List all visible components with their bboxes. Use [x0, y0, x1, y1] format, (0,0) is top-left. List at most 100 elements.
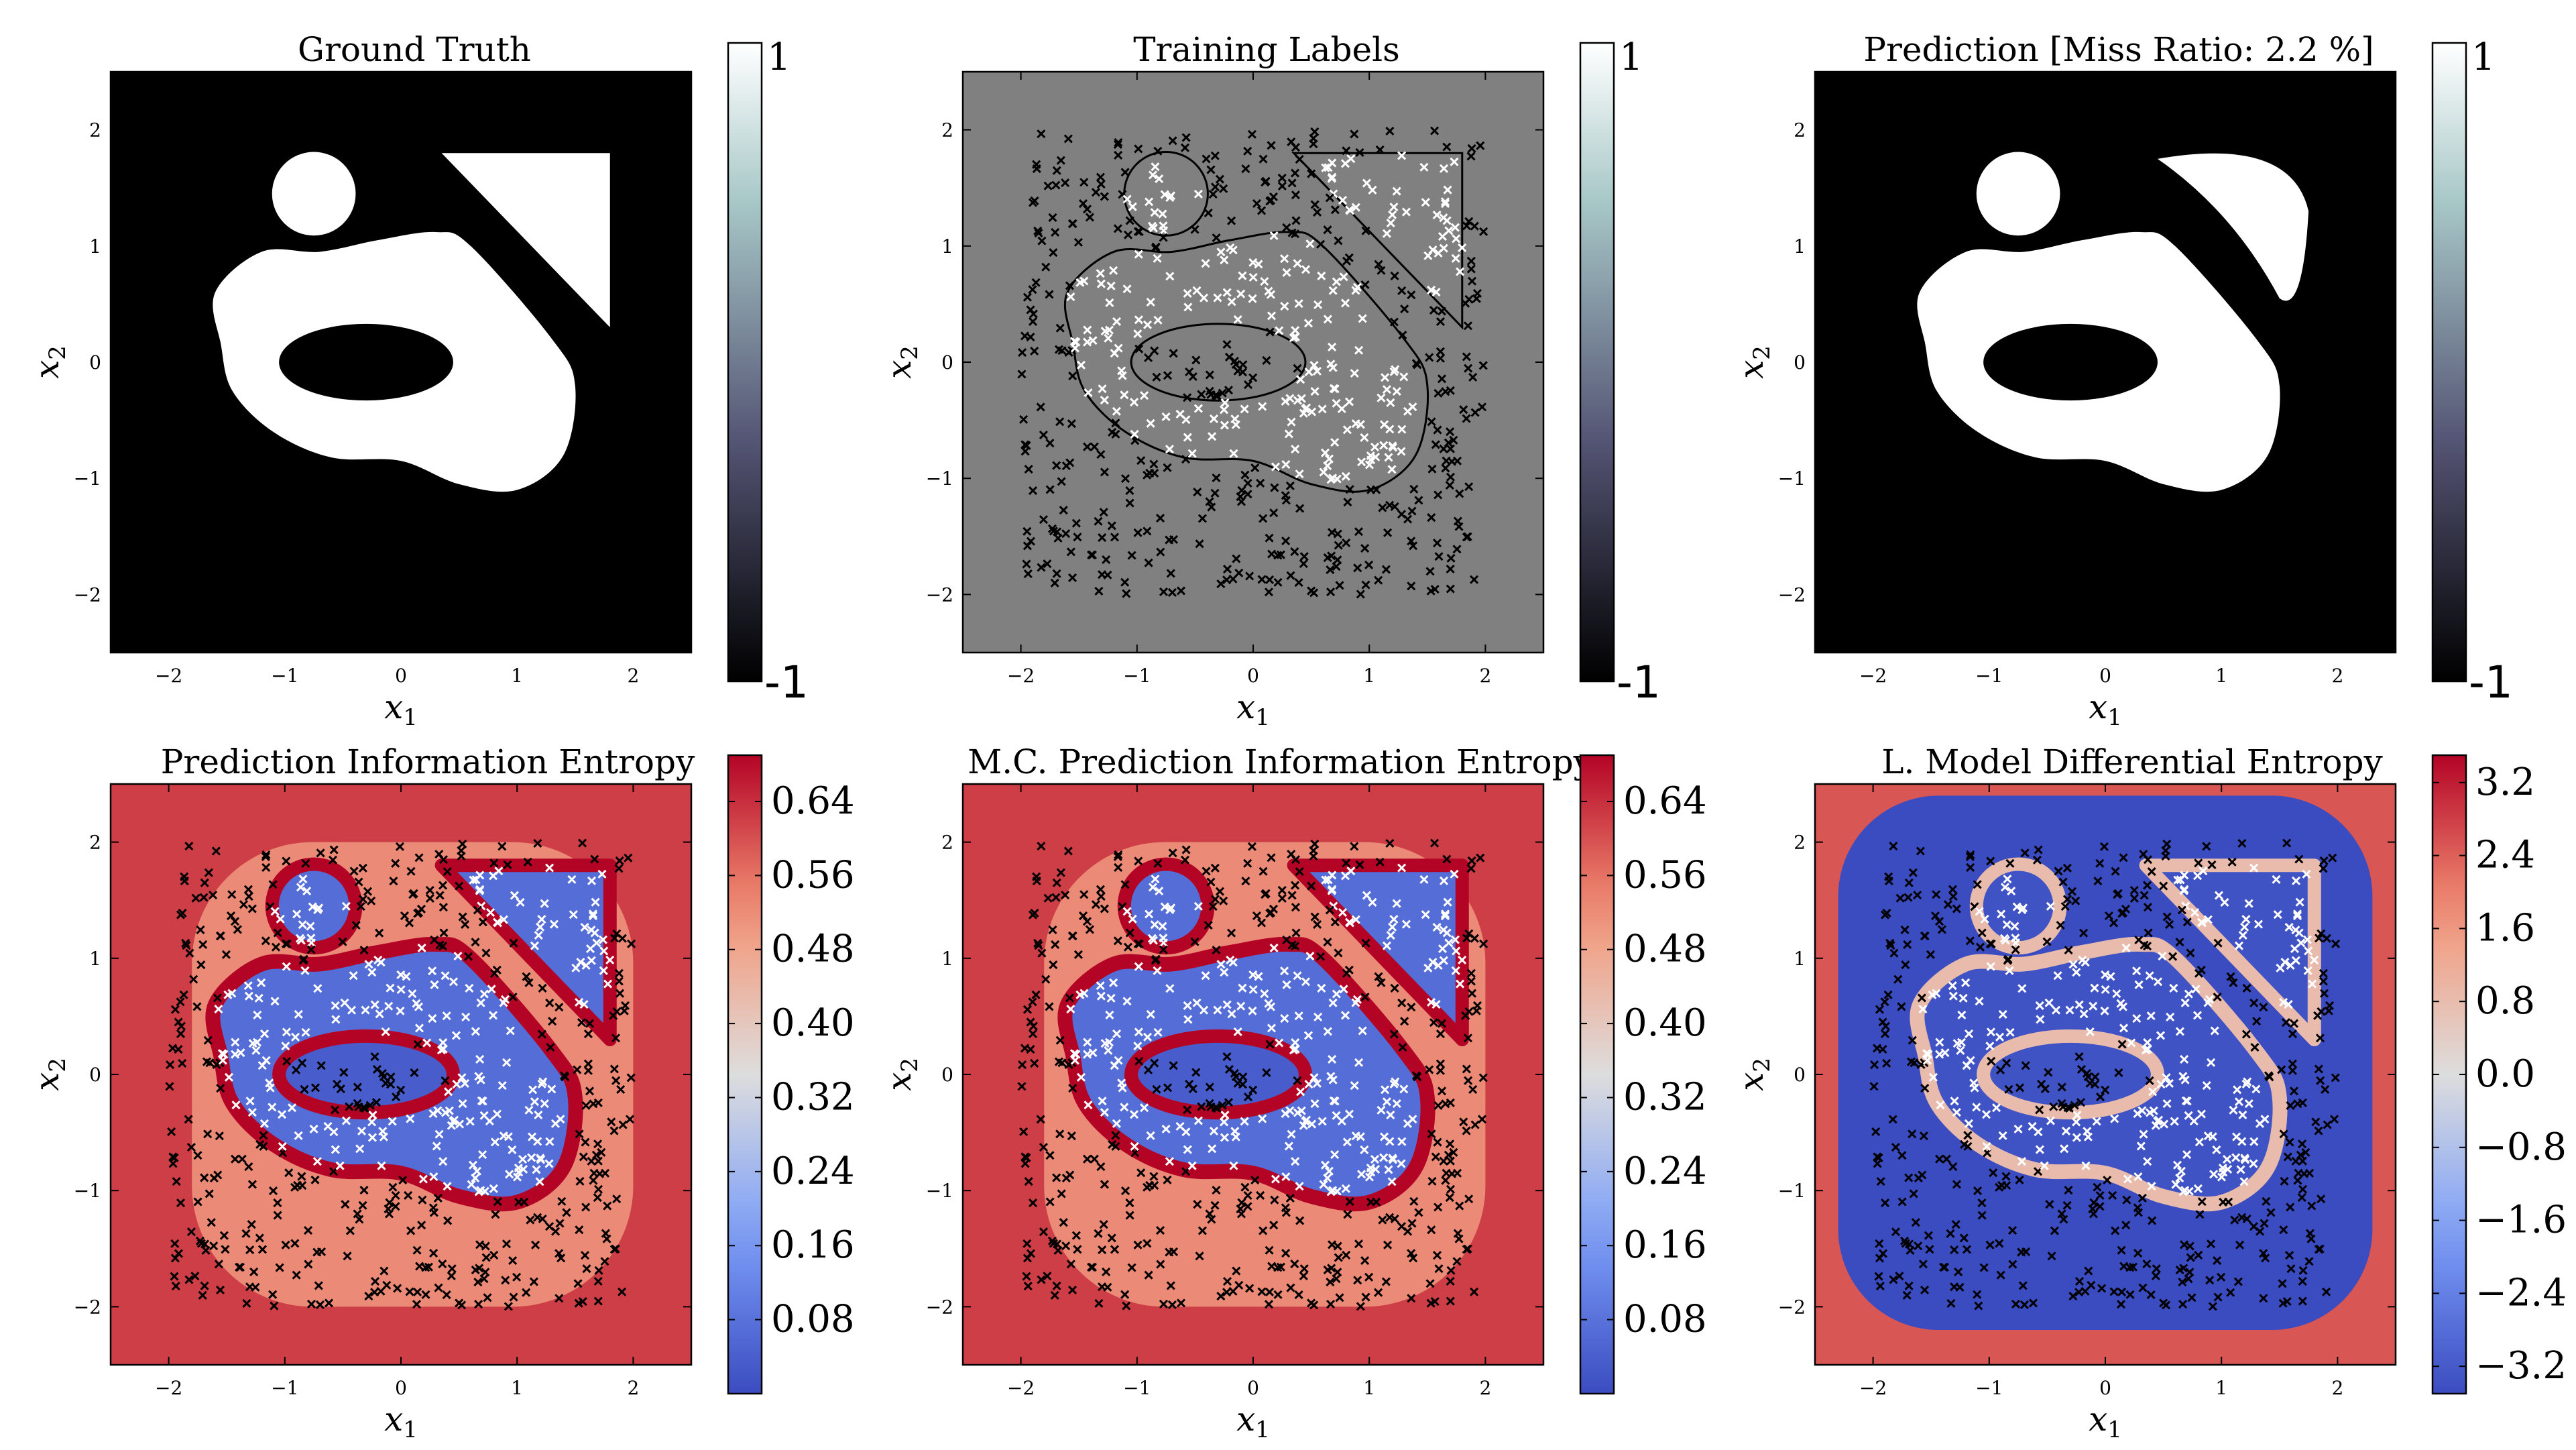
point-neg [1019, 414, 1029, 424]
colorbar-tick-label: 0.08 [1623, 1298, 1707, 1341]
y-tick-label: 1 [89, 235, 101, 258]
y-tick-label: −1 [926, 467, 953, 490]
chart-title: M.C. Prediction Information Entropy [968, 742, 1593, 781]
point-pos [1382, 229, 1391, 238]
point-pos [1284, 1141, 1293, 1151]
point-neg [2162, 1300, 2171, 1310]
point-pos [1233, 1027, 1242, 1036]
point-neg [1344, 965, 1354, 974]
point-neg [1051, 180, 1061, 190]
point-neg [2289, 1086, 2299, 1096]
point-pos [1201, 971, 1210, 981]
point-neg [370, 1276, 380, 1286]
point-neg [2178, 1300, 2188, 1309]
point-pos [1332, 1111, 1341, 1120]
point-pos [2175, 1027, 2184, 1036]
point-pos [1294, 299, 1303, 309]
point-neg [1434, 552, 1444, 561]
point-neg [473, 905, 482, 915]
colorbar-min-label: -1 [1617, 657, 1661, 708]
point-pos [1338, 196, 1348, 205]
point-neg [2057, 1209, 2066, 1219]
point-neg [2229, 978, 2238, 987]
point-neg [1914, 1241, 1923, 1251]
point-neg [441, 1076, 450, 1085]
point-neg [1429, 1018, 1439, 1027]
point-pos [1155, 174, 1164, 184]
point-neg [2015, 1083, 2025, 1093]
point-neg [1345, 1197, 1354, 1207]
point-pos [1165, 1157, 1174, 1166]
point-neg [2178, 1278, 2187, 1287]
point-neg [1045, 1002, 1054, 1011]
point-neg [1037, 842, 1046, 851]
point-pos [1443, 185, 1452, 194]
point-neg [1446, 1296, 1455, 1306]
point-neg [1090, 442, 1099, 451]
point-neg [1377, 978, 1386, 987]
point-neg [2306, 1234, 2316, 1243]
point-neg [1937, 925, 1946, 934]
point-neg [2329, 1115, 2339, 1124]
point-pos [1318, 404, 1327, 414]
point-pos [1950, 1097, 1959, 1106]
point-neg [1219, 896, 1228, 905]
point-pos [2164, 1078, 2174, 1089]
point-neg [1342, 858, 1351, 868]
point-pos [1096, 991, 1106, 1001]
point-neg [1902, 1290, 1912, 1300]
point-neg [581, 1137, 590, 1147]
point-pos [2238, 930, 2247, 940]
point-neg [297, 1172, 306, 1181]
point-neg [1094, 516, 1103, 526]
point-pos [1248, 1006, 1257, 1015]
point-neg [221, 950, 231, 959]
point-neg [1136, 456, 1146, 465]
point-neg [271, 942, 281, 952]
point-pos [2007, 887, 2016, 896]
point-neg [338, 937, 347, 946]
point-neg [1996, 1065, 2005, 1074]
point-pos [2017, 1157, 2026, 1166]
point-pos [1187, 449, 1197, 458]
point-neg [2197, 965, 2206, 974]
point-neg [1290, 1260, 1299, 1269]
colorbar-min-label: -1 [764, 657, 809, 708]
point-neg [1191, 1068, 1201, 1077]
point-neg [2185, 1268, 2194, 1277]
point-neg [614, 864, 624, 873]
point-neg [1190, 225, 1199, 234]
point-pos [1193, 901, 1203, 911]
point-neg [1882, 908, 1891, 918]
point-neg [1436, 1059, 1445, 1068]
point-pos [1326, 359, 1336, 369]
point-neg [1045, 485, 1055, 494]
colorbar-tick-label: 0.24 [1623, 1150, 1707, 1193]
x-axis-label: x1 [384, 1400, 418, 1443]
point-neg [1250, 463, 1260, 473]
point-neg [1433, 388, 1443, 398]
point-neg [1232, 1266, 1241, 1276]
point-pos [331, 1145, 340, 1154]
point-neg [1181, 133, 1191, 142]
point-neg [1111, 419, 1120, 428]
point-neg [1195, 1251, 1204, 1261]
point-pos [2240, 1155, 2250, 1164]
point-neg [1265, 327, 1275, 337]
point-neg [242, 1298, 251, 1308]
point-pos [1399, 372, 1409, 382]
point-neg [1110, 1245, 1120, 1254]
point-neg [583, 1059, 593, 1068]
point-pos [1165, 192, 1175, 203]
x-tick-label: −2 [155, 665, 182, 687]
point-neg [391, 1093, 401, 1102]
point-neg [612, 929, 622, 938]
point-neg [1039, 1227, 1049, 1237]
point-pos [236, 1048, 245, 1058]
point-neg [1446, 1156, 1455, 1166]
point-neg [1257, 575, 1267, 584]
point-pos [1995, 1032, 2005, 1042]
point-pos [1158, 922, 1167, 931]
point-pos [518, 1155, 528, 1164]
